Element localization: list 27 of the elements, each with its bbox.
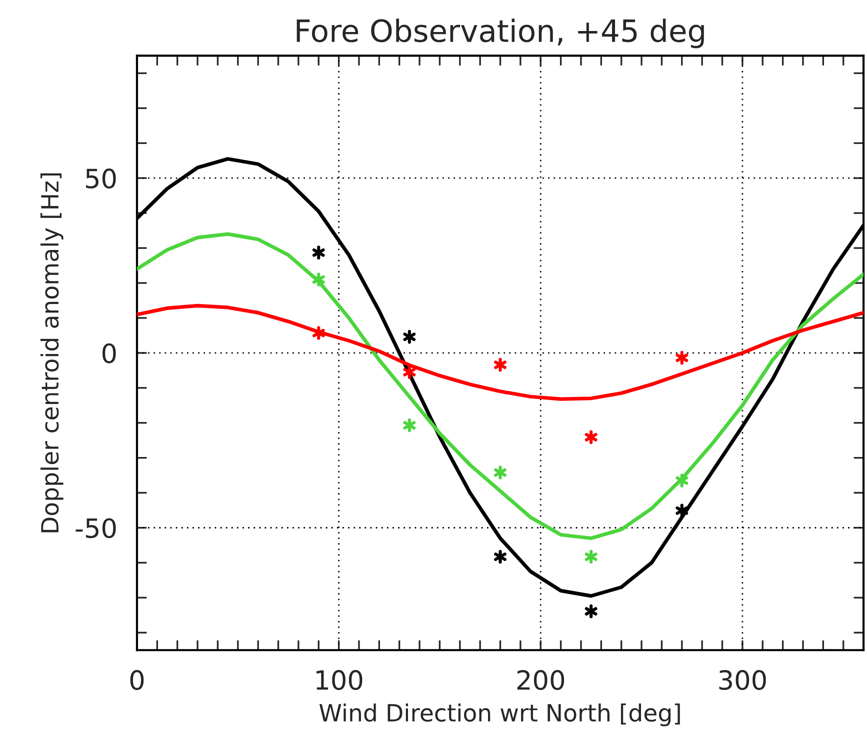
point	[676, 504, 688, 518]
x-tick-label: 100	[316, 670, 362, 690]
y-tick-label: 50	[86, 168, 116, 188]
x-axis-title: Wind Direction wrt North [deg]	[319, 703, 680, 726]
point	[312, 246, 325, 260]
x-tick-label: 200	[517, 670, 564, 690]
x-tick-label: 0	[130, 670, 144, 690]
point	[403, 330, 416, 344]
point	[584, 604, 598, 618]
x-tick-label: 300	[719, 670, 766, 690]
point	[584, 430, 598, 444]
point	[676, 350, 688, 365]
point	[584, 550, 598, 564]
point	[403, 365, 416, 380]
y-tick-label: 0	[102, 343, 116, 364]
line-series	[136, 232, 864, 540]
point	[312, 272, 325, 286]
point	[494, 550, 506, 564]
point	[403, 418, 416, 432]
point	[494, 358, 506, 372]
y-axis-title: Doppler centroid anomaly [Hz]	[40, 173, 64, 532]
line-series	[136, 304, 864, 401]
point	[494, 466, 506, 480]
point	[312, 326, 325, 340]
point	[676, 474, 688, 488]
y-tick-label: -50	[76, 518, 116, 538]
chart-title: Fore Observation, +45 deg	[296, 18, 704, 48]
